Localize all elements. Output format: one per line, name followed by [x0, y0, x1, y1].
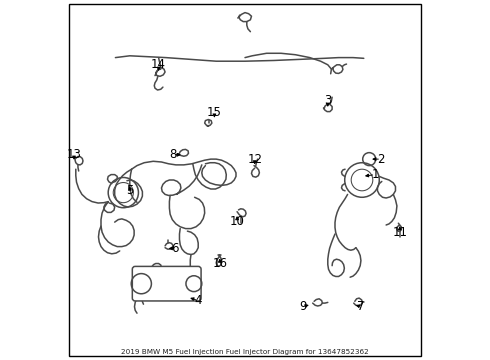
Text: 8: 8 [170, 148, 177, 161]
Text: 2019 BMW M5 Fuel Injection Fuel Injector Diagram for 13647852362: 2019 BMW M5 Fuel Injection Fuel Injector… [121, 349, 369, 355]
Text: 16: 16 [212, 257, 227, 270]
Text: 9: 9 [299, 300, 306, 313]
Text: 14: 14 [151, 58, 166, 71]
Text: 11: 11 [392, 226, 407, 239]
Text: 2: 2 [377, 153, 385, 166]
Text: 3: 3 [324, 94, 332, 107]
Text: 5: 5 [126, 184, 133, 197]
Text: 15: 15 [207, 106, 222, 119]
Text: 10: 10 [230, 215, 245, 228]
Text: 12: 12 [247, 153, 262, 166]
Text: 13: 13 [67, 148, 81, 161]
Text: 6: 6 [171, 242, 178, 255]
Text: 7: 7 [357, 300, 365, 313]
Text: 4: 4 [195, 294, 202, 307]
FancyBboxPatch shape [132, 266, 201, 301]
Text: 1: 1 [371, 168, 379, 181]
